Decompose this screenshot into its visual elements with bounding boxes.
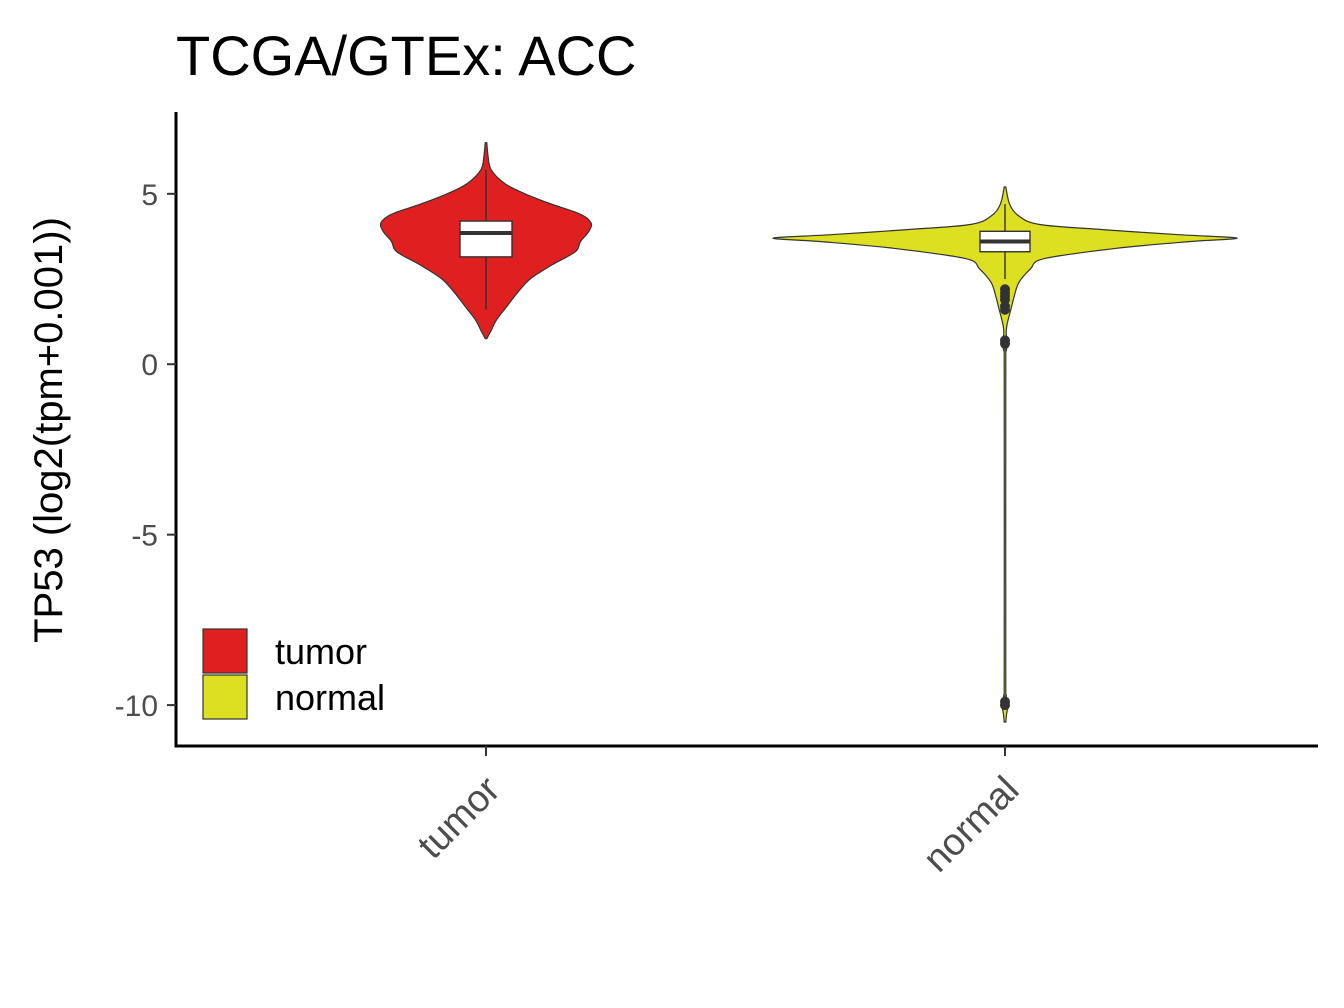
legend-label-normal: normal bbox=[275, 677, 385, 718]
x-tick-label-normal: normal bbox=[916, 769, 1028, 881]
legend-key-normal bbox=[202, 674, 248, 720]
y-tick-label: 0 bbox=[141, 349, 158, 382]
outlier-point bbox=[1000, 700, 1010, 711]
outlier-point bbox=[1000, 304, 1010, 315]
chart-title: TCGA/GTEx: ACC bbox=[176, 24, 637, 87]
legend-key-tumor bbox=[202, 628, 248, 674]
legend: tumor normal bbox=[202, 628, 385, 720]
plot-area bbox=[379, 142, 1238, 723]
x-tick-label-tumor: tumor bbox=[410, 768, 509, 867]
y-tick-label: -10 bbox=[115, 690, 158, 723]
y-axis-label: TP53 (log2(tpm+0.001)) bbox=[27, 217, 71, 643]
box-tumor bbox=[459, 220, 513, 258]
outlier-point bbox=[1000, 338, 1010, 349]
y-tick-label: -5 bbox=[131, 520, 158, 553]
axes: 5 0 -5 -10 tumor normal bbox=[115, 112, 1318, 880]
legend-label-tumor: tumor bbox=[275, 631, 367, 672]
y-tick-label: 5 bbox=[141, 179, 158, 212]
